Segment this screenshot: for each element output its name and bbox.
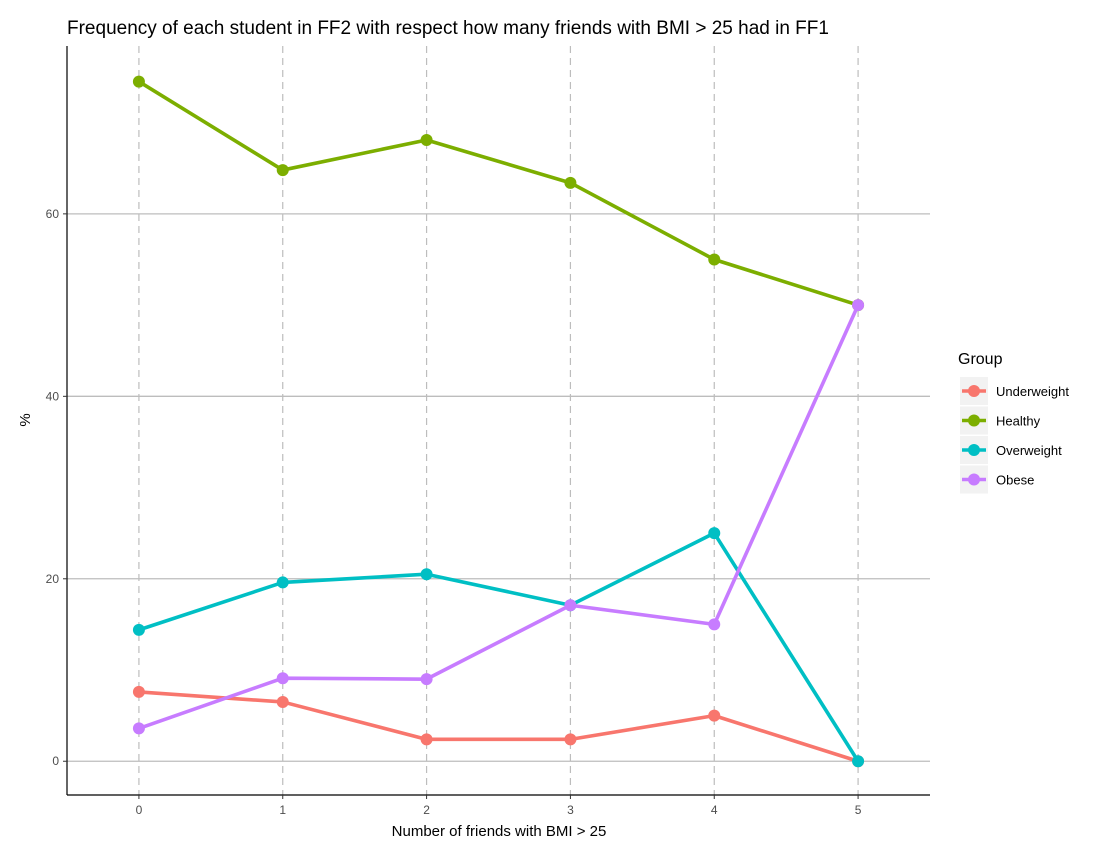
data-point-healthy-2 xyxy=(420,133,433,146)
series-healthy xyxy=(132,75,865,312)
series-underweight xyxy=(132,685,865,768)
legend-label: Underweight xyxy=(996,384,1069,399)
x-tick-label: 1 xyxy=(279,803,286,817)
ticks-layer: 0 20 40 60 0 1 2 3 4 5 xyxy=(46,207,862,817)
legend-key-point xyxy=(968,385,980,397)
chart-title: Frequency of each student in FF2 with re… xyxy=(67,18,829,39)
data-point-overweight-2 xyxy=(420,568,433,581)
data-point-underweight-4 xyxy=(708,709,721,722)
legend-label: Overweight xyxy=(996,443,1062,458)
data-point-healthy-3 xyxy=(564,176,577,189)
grid-layer xyxy=(67,46,930,795)
data-point-obese-1 xyxy=(276,672,289,685)
y-tick-label: 0 xyxy=(52,754,59,768)
legend-item-obese: Obese xyxy=(960,465,1034,494)
y-tick-label: 20 xyxy=(46,572,60,586)
series-line-obese xyxy=(138,304,860,731)
legend-item-overweight: Overweight xyxy=(960,436,1062,464)
data-point-underweight-1 xyxy=(276,695,289,708)
series-line-underweight xyxy=(138,690,859,763)
y-tick-label: 40 xyxy=(46,389,60,403)
data-point-obese-5 xyxy=(852,299,865,312)
data-point-underweight-0 xyxy=(132,685,145,698)
data-point-healthy-1 xyxy=(276,164,289,177)
y-tick-label: 60 xyxy=(46,207,60,221)
x-tick-label: 3 xyxy=(567,803,574,817)
series-line-healthy xyxy=(137,80,859,307)
data-point-underweight-2 xyxy=(420,733,433,746)
series-obese xyxy=(132,299,865,735)
legend-title: Group xyxy=(958,351,1003,368)
data-point-healthy-4 xyxy=(708,253,721,266)
legend-label: Healthy xyxy=(996,414,1041,429)
data-point-overweight-5 xyxy=(852,755,865,768)
legend: Group Underweight Healthy Overweight Obese xyxy=(958,351,1069,494)
data-point-healthy-0 xyxy=(132,75,145,88)
data-point-obese-0 xyxy=(132,722,145,735)
x-tick-label: 4 xyxy=(711,803,718,817)
series-layer xyxy=(132,75,865,768)
data-point-obese-4 xyxy=(708,618,721,631)
x-tick-label: 2 xyxy=(423,803,430,817)
x-tick-label: 0 xyxy=(136,803,143,817)
series-overweight xyxy=(132,527,865,768)
legend-key-point xyxy=(968,473,980,486)
data-point-obese-2 xyxy=(420,673,433,686)
legend-item-underweight: Underweight xyxy=(960,377,1069,405)
data-point-underweight-3 xyxy=(564,733,577,746)
legend-key-point xyxy=(968,414,980,427)
data-point-overweight-4 xyxy=(708,527,721,540)
x-axis-title: Number of friends with BMI > 25 xyxy=(392,823,607,840)
legend-label: Obese xyxy=(996,473,1034,488)
legend-item-healthy: Healthy xyxy=(960,406,1041,435)
data-point-overweight-1 xyxy=(276,576,289,589)
legend-key-point xyxy=(968,444,980,456)
axes-layer xyxy=(66,46,930,796)
data-point-overweight-0 xyxy=(132,623,145,636)
data-point-obese-3 xyxy=(564,599,577,612)
y-axis-title: % xyxy=(17,413,34,426)
x-tick-label: 5 xyxy=(855,803,862,817)
